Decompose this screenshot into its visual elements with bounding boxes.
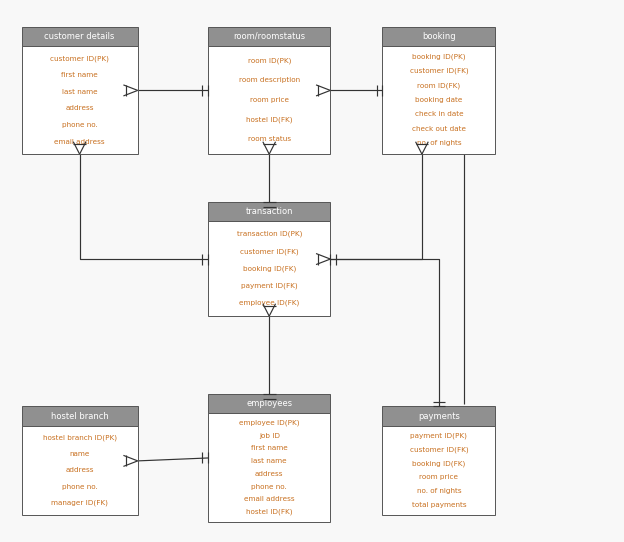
Text: employee ID(FK): employee ID(FK) xyxy=(239,300,300,306)
Text: first name: first name xyxy=(61,72,98,78)
Text: email address: email address xyxy=(244,496,295,502)
Text: address: address xyxy=(66,467,94,474)
Bar xyxy=(383,27,495,46)
Text: email address: email address xyxy=(54,139,105,145)
Text: hostel branch ID(PK): hostel branch ID(PK) xyxy=(42,435,117,441)
Text: room price: room price xyxy=(419,474,459,480)
Text: room ID(FK): room ID(FK) xyxy=(417,82,461,89)
Text: hostel branch: hostel branch xyxy=(51,411,109,421)
Text: customer ID(PK): customer ID(PK) xyxy=(50,55,109,62)
Bar xyxy=(383,425,495,515)
Text: employee ID(PK): employee ID(PK) xyxy=(239,420,300,426)
Bar xyxy=(208,221,330,316)
Text: customer ID(FK): customer ID(FK) xyxy=(240,248,298,255)
Text: booking: booking xyxy=(422,32,456,41)
Bar xyxy=(208,394,330,414)
Text: employees: employees xyxy=(246,399,292,408)
Text: booking date: booking date xyxy=(415,97,462,103)
Text: room/roomstatus: room/roomstatus xyxy=(233,32,305,41)
Bar xyxy=(208,414,330,522)
Text: no. of nights: no. of nights xyxy=(417,488,461,494)
Bar xyxy=(21,46,138,154)
Text: job ID: job ID xyxy=(259,433,280,438)
Text: payments: payments xyxy=(418,411,460,421)
Bar xyxy=(21,425,138,515)
Bar xyxy=(21,406,138,425)
Text: transaction ID(PK): transaction ID(PK) xyxy=(236,231,302,237)
Text: room price: room price xyxy=(250,97,289,103)
Text: customer details: customer details xyxy=(44,32,115,41)
Text: customer ID(FK): customer ID(FK) xyxy=(409,447,468,453)
Text: phone no.: phone no. xyxy=(62,484,97,490)
Text: address: address xyxy=(255,471,283,477)
Text: first name: first name xyxy=(251,446,288,451)
Text: room status: room status xyxy=(248,137,291,143)
Bar xyxy=(208,27,330,46)
Text: last name: last name xyxy=(251,458,287,464)
Bar xyxy=(208,46,330,154)
Text: hostel ID(FK): hostel ID(FK) xyxy=(246,117,293,123)
Text: last name: last name xyxy=(62,89,97,95)
Text: phone no.: phone no. xyxy=(251,483,287,489)
Bar xyxy=(383,406,495,425)
Text: customer ID(FK): customer ID(FK) xyxy=(409,68,468,74)
Bar xyxy=(21,27,138,46)
Bar xyxy=(383,46,495,154)
Text: booking ID(PK): booking ID(PK) xyxy=(412,53,466,60)
Text: no. of nights: no. of nights xyxy=(417,140,461,146)
Text: phone no.: phone no. xyxy=(62,122,97,128)
Text: total payments: total payments xyxy=(412,502,466,508)
Text: payment ID(PK): payment ID(PK) xyxy=(411,433,467,439)
Text: payment ID(FK): payment ID(FK) xyxy=(241,282,298,289)
Text: room description: room description xyxy=(238,78,300,83)
Text: name: name xyxy=(69,451,90,457)
Text: booking ID(FK): booking ID(FK) xyxy=(243,266,296,272)
Text: address: address xyxy=(66,105,94,111)
Text: check out date: check out date xyxy=(412,126,466,132)
Text: booking ID(FK): booking ID(FK) xyxy=(412,460,466,467)
Text: room ID(PK): room ID(PK) xyxy=(248,57,291,64)
Text: check in date: check in date xyxy=(414,112,463,118)
Text: hostel ID(FK): hostel ID(FK) xyxy=(246,509,293,515)
Bar xyxy=(208,202,330,221)
Text: transaction: transaction xyxy=(245,207,293,216)
Text: manager ID(FK): manager ID(FK) xyxy=(51,500,108,506)
